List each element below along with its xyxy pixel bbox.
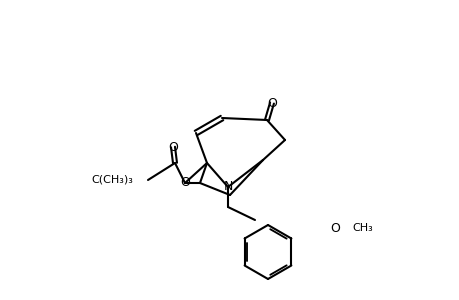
Text: N: N — [223, 181, 232, 194]
Text: O: O — [267, 97, 276, 110]
Text: O: O — [168, 140, 178, 154]
Text: O: O — [179, 176, 190, 190]
Text: C(CH₃)₃: C(CH₃)₃ — [91, 175, 133, 185]
Text: CH₃: CH₃ — [351, 223, 372, 233]
Text: O: O — [330, 221, 339, 235]
